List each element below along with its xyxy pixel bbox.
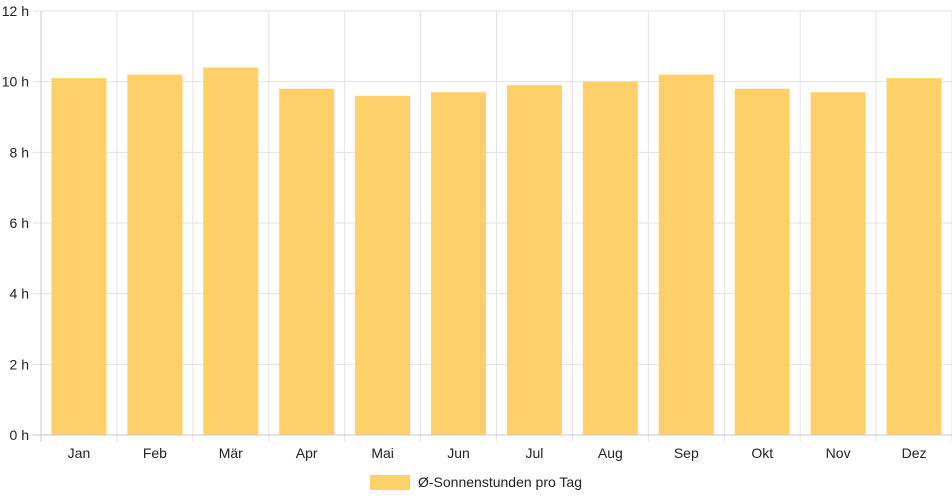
x-tick-label: Mai	[371, 445, 394, 461]
x-axis-tick-labels: Jan Feb Mär Apr Mai Jun Jul Aug Sep Okt Nov Dez	[68, 445, 927, 461]
y-axis-tick-labels: 0 h 2 h 4 h 6 h 8 h 10 h 12 h	[2, 3, 29, 443]
x-tick-label: Jul	[526, 445, 544, 461]
chart-legend[interactable]: Ø-Sonnenstunden pro Tag	[370, 474, 582, 490]
x-tick-label: Mär	[219, 445, 243, 461]
y-tick-label: 4 h	[10, 286, 29, 302]
x-tick-label: Apr	[296, 445, 318, 461]
y-tick-label: 8 h	[10, 144, 29, 160]
x-tick-label: Jan	[68, 445, 91, 461]
bar-sep[interactable]	[658, 74, 714, 435]
bar-mär[interactable]	[203, 67, 259, 436]
bar-jun[interactable]	[431, 92, 487, 436]
bar-aug[interactable]	[582, 81, 638, 436]
bar-dez[interactable]	[886, 78, 942, 435]
chart-bars	[51, 67, 942, 436]
x-tick-label: Okt	[751, 445, 773, 461]
bar-nov[interactable]	[810, 92, 866, 436]
x-tick-label: Jun	[447, 445, 470, 461]
bar-mai[interactable]	[355, 95, 411, 436]
y-tick-label: 0 h	[10, 427, 29, 443]
x-tick-label: Sep	[674, 445, 699, 461]
chart-grid	[33, 10, 952, 442]
x-tick-label: Feb	[143, 445, 167, 461]
y-tick-label: 12 h	[2, 3, 29, 19]
y-tick-label: 2 h	[10, 356, 29, 372]
chart-axes	[33, 11, 952, 442]
y-tick-label: 6 h	[10, 215, 29, 231]
x-tick-label: Dez	[902, 445, 927, 461]
bar-okt[interactable]	[734, 88, 790, 435]
legend-swatch[interactable]	[370, 475, 410, 490]
bar-feb[interactable]	[127, 74, 183, 435]
x-tick-label: Nov	[826, 445, 851, 461]
y-tick-label: 10 h	[2, 74, 29, 90]
x-tick-label: Aug	[598, 445, 623, 461]
legend-label[interactable]: Ø-Sonnenstunden pro Tag	[418, 474, 582, 490]
bar-jan[interactable]	[51, 78, 107, 435]
bar-jul[interactable]	[506, 85, 562, 435]
bar-apr[interactable]	[279, 88, 335, 435]
